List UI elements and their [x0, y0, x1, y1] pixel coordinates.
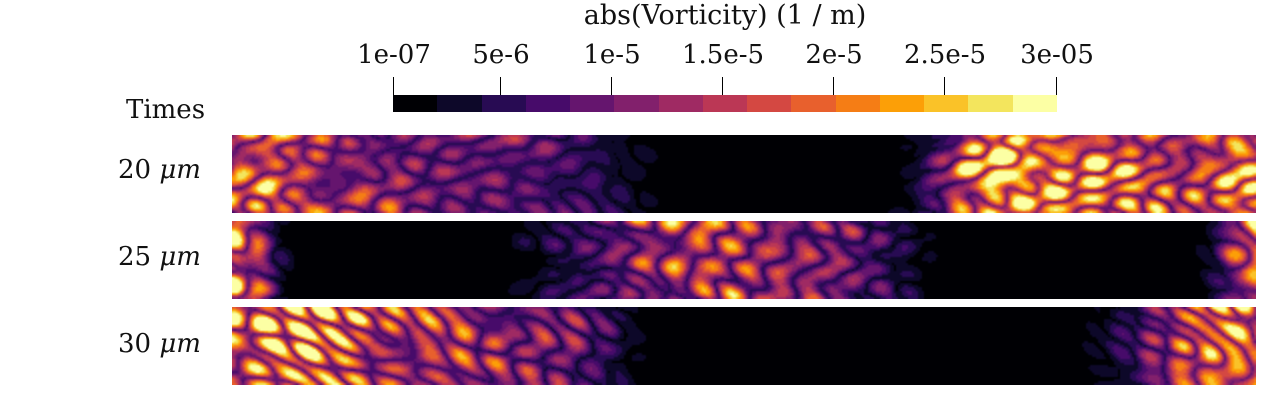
- colorbar-band: [658, 95, 703, 112]
- row-label-25: 25 μm: [118, 242, 201, 272]
- row-label-30: 30 μm: [118, 329, 201, 359]
- colorbar-tick-label: 2e-5: [805, 40, 863, 70]
- colorbar-band: [791, 95, 836, 112]
- colorbar-tick-label: 3e-05: [1020, 40, 1094, 70]
- colorbar-tick: [500, 77, 501, 102]
- colorbar-tick-label: 1e-07: [357, 40, 431, 70]
- colorbar-tick: [393, 77, 394, 102]
- colorbar-band: [924, 95, 969, 112]
- colorbar-band: [437, 95, 482, 112]
- colorbar-band: [968, 95, 1013, 112]
- row-label-20: 20 μm: [118, 155, 201, 185]
- colorbar-tick: [611, 77, 612, 102]
- colorbar-band: [835, 95, 880, 112]
- colorbar-band: [702, 95, 748, 112]
- colorbar-tick: [722, 77, 723, 102]
- vorticity-field-20um: [232, 135, 1256, 213]
- colorbar-tick: [833, 77, 834, 102]
- colorbar-tick: [944, 77, 945, 102]
- vorticity-field-30um: [232, 307, 1256, 385]
- colorbar-band: [879, 95, 925, 112]
- times-header: Times: [126, 95, 206, 125]
- colorbar-band: [614, 95, 659, 112]
- row-unit: μm: [159, 329, 201, 359]
- row-unit: μm: [159, 155, 201, 185]
- row-value: 30: [118, 329, 152, 359]
- colorbar-title: abs(Vorticity) (1 / m): [583, 0, 867, 31]
- colorbar-band: [747, 95, 792, 112]
- row-unit: μm: [159, 242, 201, 272]
- colorbar-band: [525, 95, 571, 112]
- colorbar-tick-label: 1e-5: [583, 40, 641, 70]
- colorbar-band: [1012, 95, 1057, 112]
- colorbar-tick-label: 2.5e-5: [903, 40, 987, 70]
- colorbar-tick: [1056, 77, 1057, 102]
- row-value: 20: [118, 155, 152, 185]
- colorbar-tick-label: 5e-6: [472, 40, 530, 70]
- colorbar-tick-label: 1.5e-5: [681, 40, 765, 70]
- colorbar-band: [570, 95, 615, 112]
- colorbar: [393, 95, 1057, 112]
- row-value: 25: [118, 242, 152, 272]
- colorbar-band: [481, 95, 526, 112]
- vorticity-field-25um: [232, 221, 1256, 299]
- colorbar-band: [393, 95, 438, 112]
